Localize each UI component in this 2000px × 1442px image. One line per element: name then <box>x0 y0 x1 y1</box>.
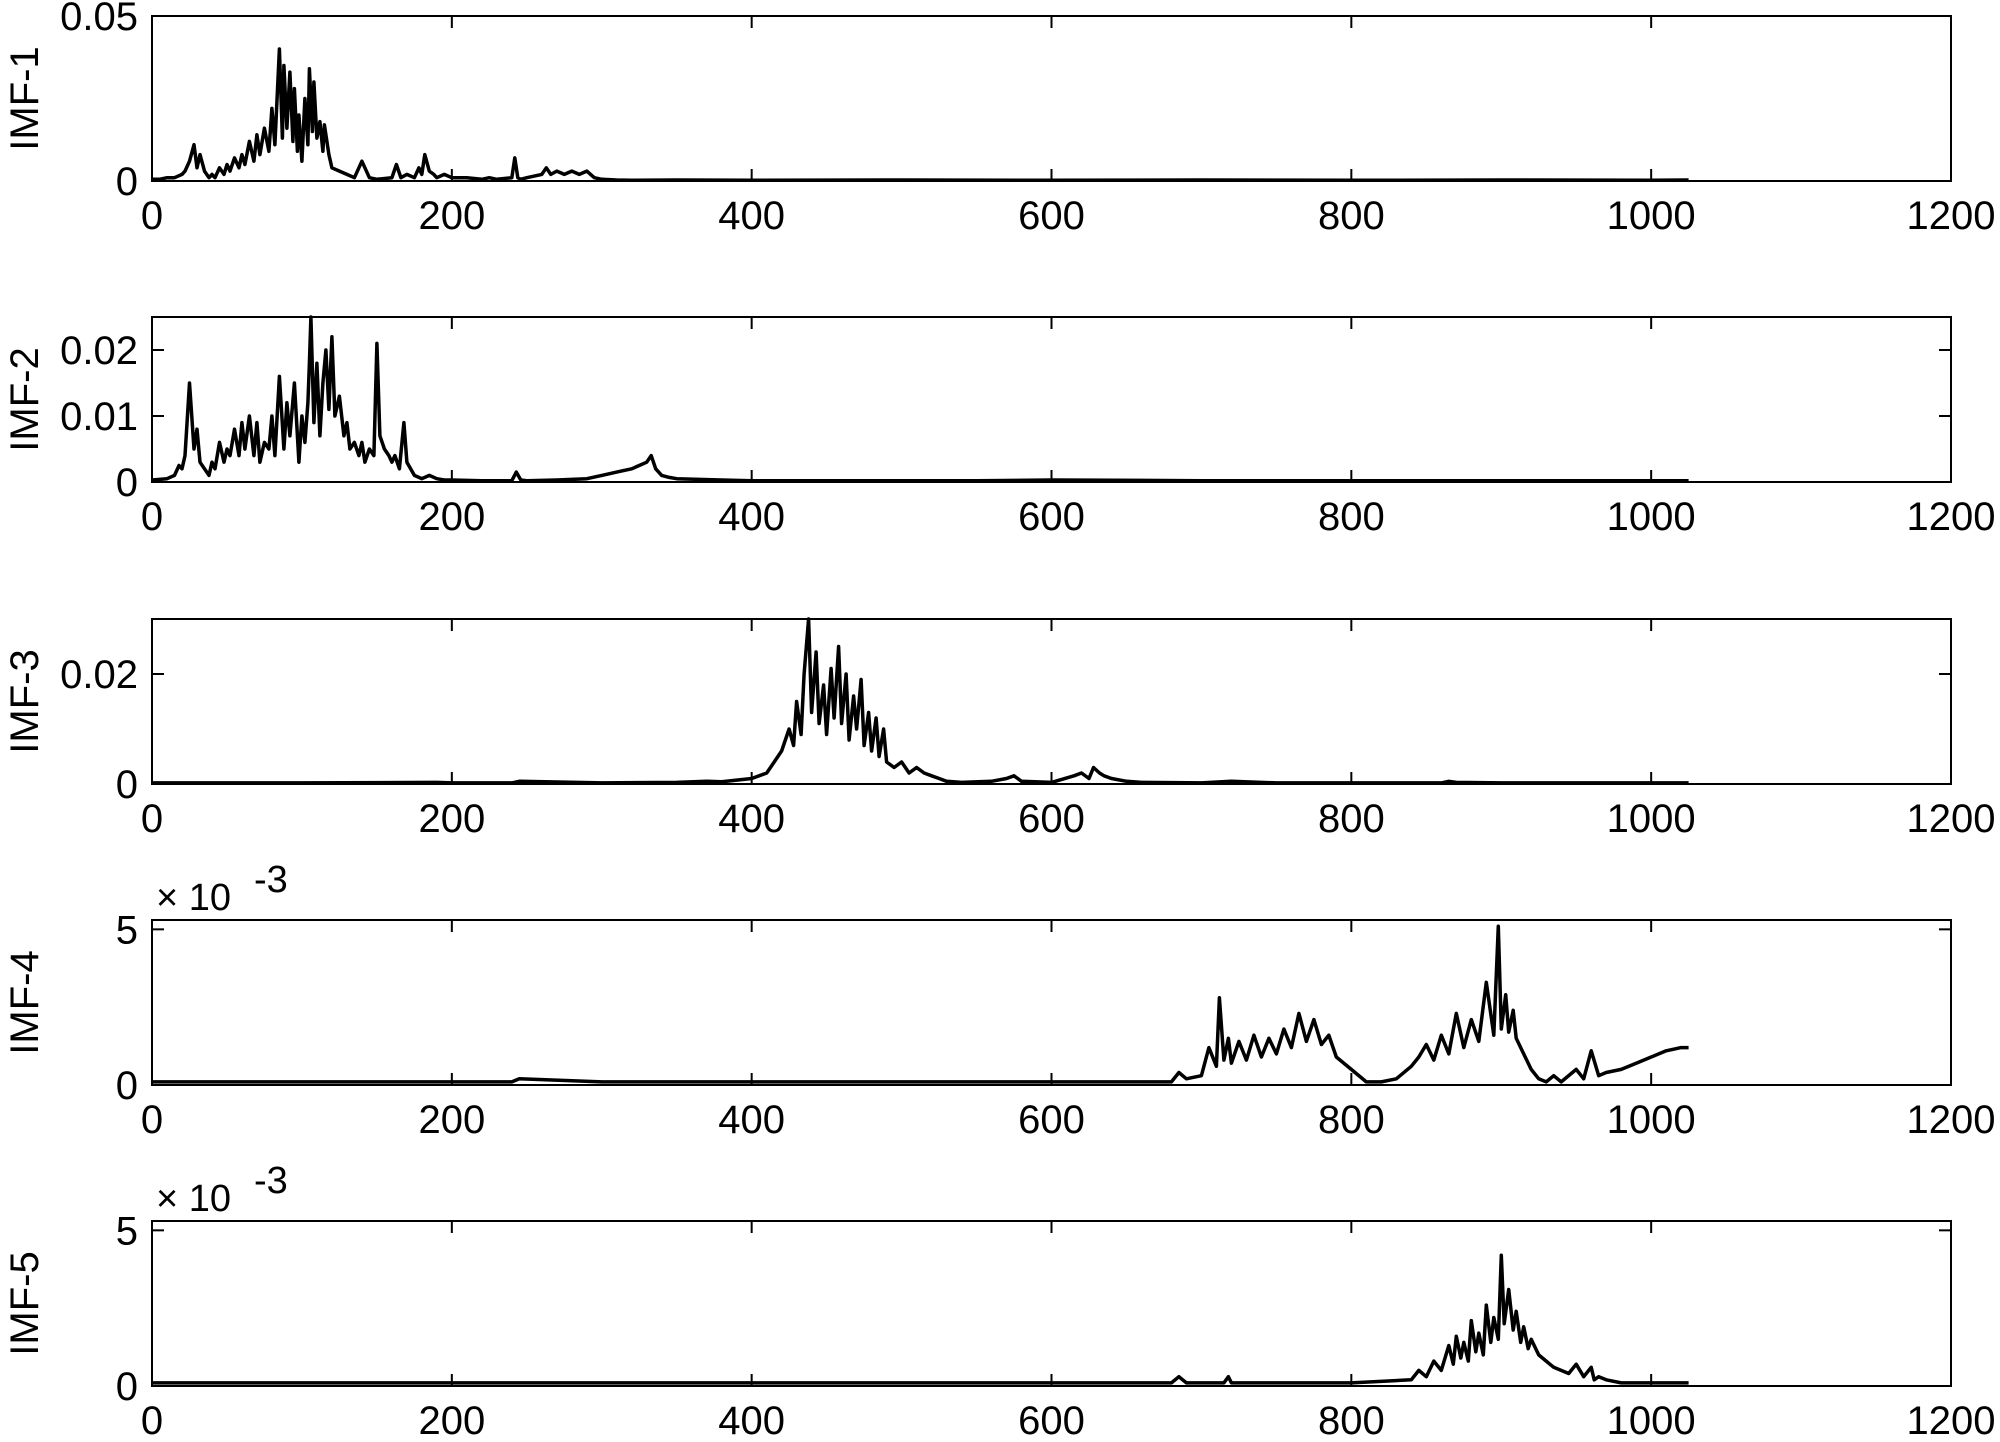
x-tick-label: 1000 <box>1607 797 1696 841</box>
series-line-imf-2 <box>151 315 1689 483</box>
x-tick-label: 1000 <box>1607 1098 1696 1142</box>
series-line-imf-1 <box>152 47 1689 183</box>
series-line-imf-4 <box>152 924 1689 1084</box>
y-tick-label: 0.02 <box>60 329 138 373</box>
y-tick-label: 0 <box>116 461 138 505</box>
x-tick-label: 0 <box>141 797 163 841</box>
x-tick-label: 400 <box>718 1399 785 1442</box>
y-tick-label: 0.02 <box>60 653 138 697</box>
x-tick-label: 800 <box>1318 1399 1385 1442</box>
panel-imf-2: 0 200 400 600 800 1000 1200 0 0.01 0.02 IMF-2 <box>3 315 1996 539</box>
panel-imf-1: 0 200 400 600 800 1000 1200 0 0.05 IMF-1 <box>3 0 1995 238</box>
axis-exponent-power: -3 <box>254 859 288 901</box>
axes-frame <box>151 316 1952 483</box>
x-tick-label: 1000 <box>1607 1399 1696 1442</box>
x-tick-label: 600 <box>1018 797 1085 841</box>
x-tick-label: 200 <box>418 1399 485 1442</box>
y-tick-label: 0.05 <box>60 0 138 39</box>
x-tick-label: 1000 <box>1607 194 1696 238</box>
y-tick-label: 5 <box>116 1209 138 1253</box>
x-tick-label: 400 <box>718 495 785 539</box>
axis-exponent-power: -3 <box>254 1160 288 1202</box>
x-tick-label: 600 <box>1018 495 1085 539</box>
x-tick-label: 1200 <box>1907 1399 1996 1442</box>
x-tick-label: 800 <box>1318 495 1385 539</box>
y-tick-label: 0 <box>116 1365 138 1409</box>
x-tick-label: 200 <box>418 797 485 841</box>
y-tick-label: 5 <box>116 908 138 952</box>
y-axis-label: IMF-3 <box>3 649 47 753</box>
x-tick-label: 400 <box>718 797 785 841</box>
x-tick-label: 400 <box>718 194 785 238</box>
panel-imf-3: 0 200 400 600 800 1000 1200 0 0.02 IMF-3 <box>3 617 1996 841</box>
x-tick-label: 0 <box>141 495 163 539</box>
x-tick-label: 1200 <box>1907 194 1996 238</box>
x-tick-label: 800 <box>1318 797 1385 841</box>
x-tick-label: 1200 <box>1907 495 1996 539</box>
axes-frame <box>151 15 1952 182</box>
x-tick-label: 1200 <box>1907 1098 1996 1142</box>
y-tick-label: 0 <box>116 160 138 204</box>
axis-exponent-label: × 10 <box>156 877 231 919</box>
y-tick-label: 0.01 <box>60 395 138 439</box>
axes-frame <box>151 919 1952 1086</box>
axes-frame <box>151 618 1952 785</box>
x-tick-label: 600 <box>1018 194 1085 238</box>
axis-exponent-label: × 10 <box>156 1178 231 1220</box>
x-tick-label: 1000 <box>1607 495 1696 539</box>
series-line-imf-3 <box>152 617 1689 785</box>
x-tick-label: 200 <box>418 1098 485 1142</box>
y-tick-label: 0 <box>116 1064 138 1108</box>
series-line-imf-5 <box>152 1253 1689 1385</box>
y-axis-label: IMF-2 <box>3 347 47 451</box>
x-tick-label: 200 <box>418 495 485 539</box>
x-tick-label: 200 <box>418 194 485 238</box>
x-tick-label: 0 <box>141 1098 163 1142</box>
x-tick-label: 600 <box>1018 1399 1085 1442</box>
x-tick-label: 0 <box>141 1399 163 1442</box>
y-axis-label: IMF-4 <box>3 950 47 1054</box>
x-tick-label: 0 <box>141 194 163 238</box>
y-tick-label: 0 <box>116 763 138 807</box>
x-tick-label: 800 <box>1318 1098 1385 1142</box>
x-tick-label: 400 <box>718 1098 785 1142</box>
y-axis-label: IMF-1 <box>3 46 47 150</box>
y-axis-label: IMF-5 <box>3 1251 47 1355</box>
axes-frame <box>151 1220 1952 1387</box>
panel-imf-5: 0 200 400 600 800 1000 1200 0 5 IMF-5 × 10 -3 <box>3 1160 1995 1442</box>
x-tick-label: 800 <box>1318 194 1385 238</box>
x-tick-label: 1200 <box>1907 797 1996 841</box>
x-tick-label: 600 <box>1018 1098 1085 1142</box>
panel-imf-4: 0 200 400 600 800 1000 1200 0 5 IMF-4 × 10 -3 <box>3 859 1995 1142</box>
